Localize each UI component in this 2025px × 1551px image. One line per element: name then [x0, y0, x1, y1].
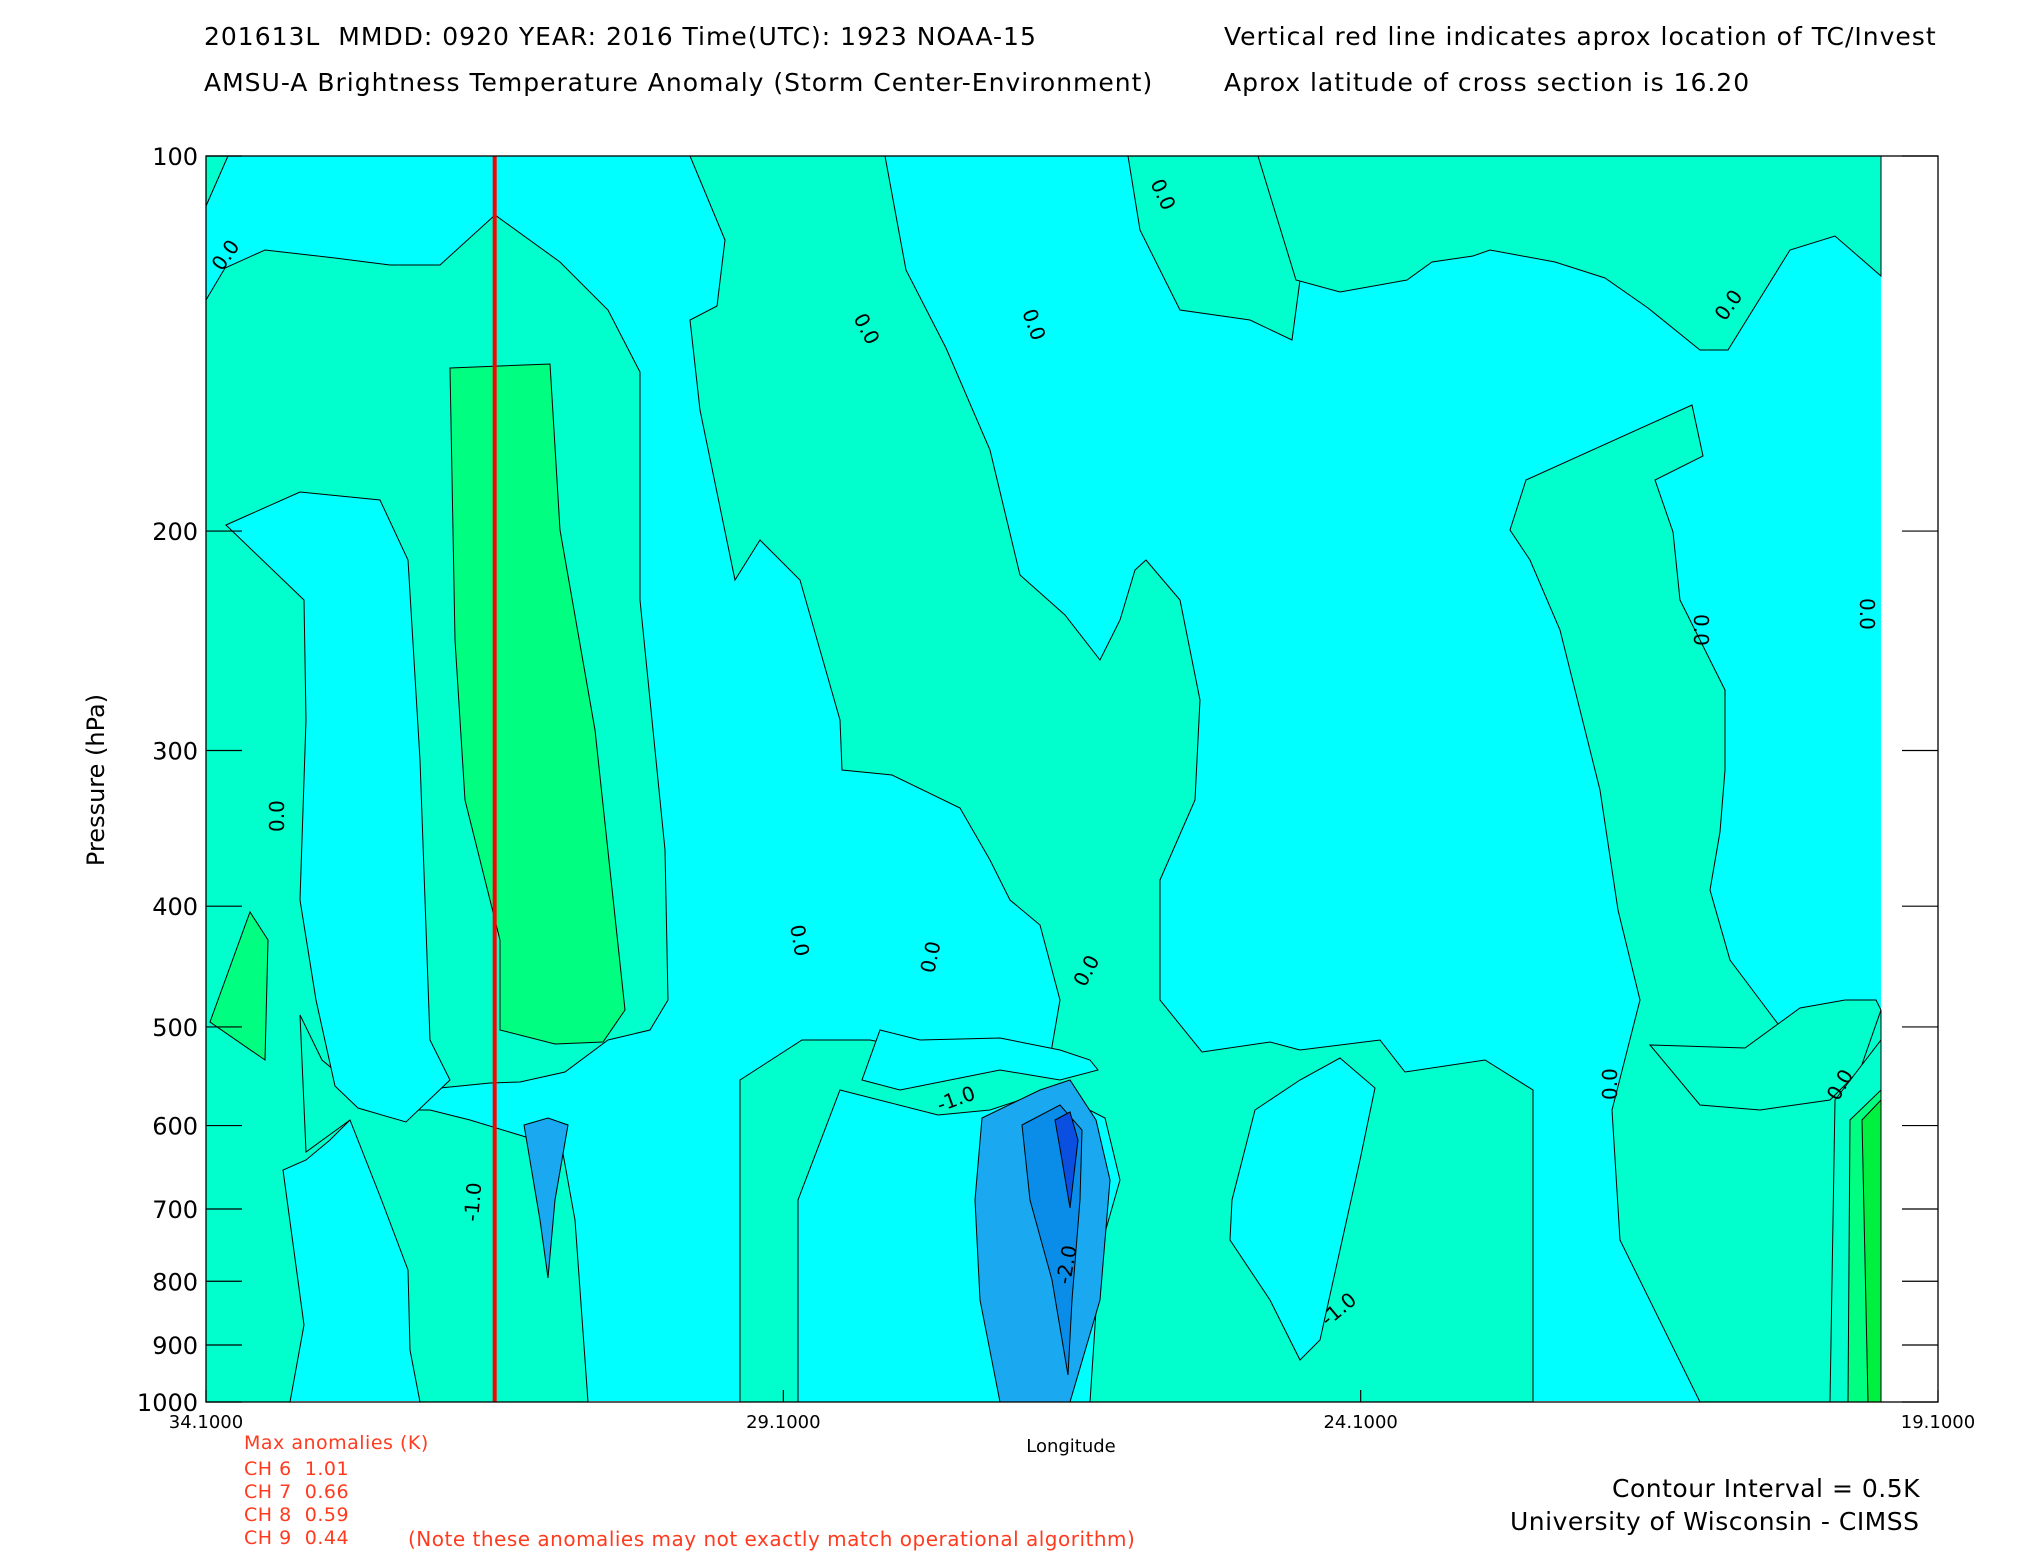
- y-axis: 100 200 300 400 500 600 700 800 900 1000: [137, 143, 1938, 1417]
- y-axis-label: Pressure (hPa): [82, 694, 110, 866]
- header-line1-right: Vertical red line indicates aprox locati…: [1224, 22, 1937, 51]
- x-tick-label: 19.1000: [1901, 1412, 1975, 1433]
- max-anomaly-row: CH 6 1.01: [244, 1458, 350, 1480]
- header-line2-right: Aprox latitude of cross section is 16.20: [1224, 68, 1751, 97]
- x-axis: 34.1000 29.1000 24.1000 19.1000: [169, 1390, 1975, 1433]
- y-tick-label: 200: [152, 518, 198, 546]
- y-tick-label: 300: [152, 737, 198, 765]
- header-line1-left: 201613L MMDD: 0920 YEAR: 2016 Time(UTC):…: [204, 22, 1037, 51]
- y-tick-label: 1000: [137, 1389, 198, 1417]
- contour-label: -1.0: [459, 1181, 486, 1222]
- y-tick-label: 100: [152, 143, 198, 171]
- x-axis-label: Longitude: [1026, 1436, 1116, 1457]
- max-anomaly-row: CH 7 0.66: [244, 1481, 350, 1503]
- contour-label: 0.0: [1855, 598, 1879, 630]
- y-tick-label: 500: [152, 1014, 198, 1042]
- plot-frame: [205, 155, 1939, 1403]
- y-tick-label: 600: [152, 1113, 198, 1141]
- anomaly-disclaimer: (Note these anomalies may not exactly ma…: [408, 1527, 1136, 1551]
- contour-label: 0.0: [1689, 614, 1713, 646]
- x-tick-label: 34.1000: [169, 1412, 243, 1433]
- contour-band-neg-2-5: [1054, 1111, 1079, 1209]
- max-anomaly-row: CH 9 0.44: [244, 1527, 350, 1549]
- max-anomalies-title: Max anomalies (K): [244, 1432, 429, 1454]
- contour-interval: Contour Interval = 0.5K: [1612, 1474, 1920, 1503]
- y-tick-label: 900: [152, 1332, 198, 1360]
- contour-label: 0.0: [785, 923, 814, 958]
- x-tick-label: 29.1000: [746, 1412, 820, 1433]
- plot-area: 0.0 0.0 0.0 0.0 0.0 0.0 0.0 0.0 0.0 0.0 …: [205, 155, 1939, 1403]
- max-anomaly-row: CH 8 0.59: [244, 1504, 350, 1526]
- contour-band-edge: [1829, 1038, 1882, 1403]
- contour-label: 0.0: [1598, 1068, 1622, 1100]
- contour-band-neg-1: [225, 491, 1376, 1403]
- credit-label: University of Wisconsin - CIMSS: [1510, 1507, 1920, 1536]
- header-line2-left: AMSU-A Brightness Temperature Anomaly (S…: [204, 68, 1154, 97]
- y-tick-label: 700: [152, 1196, 198, 1224]
- y-tick-label: 800: [152, 1268, 198, 1296]
- contour-label: 0.0: [265, 800, 289, 832]
- y-tick-label: 400: [152, 893, 198, 921]
- x-tick-label: 24.1000: [1323, 1412, 1397, 1433]
